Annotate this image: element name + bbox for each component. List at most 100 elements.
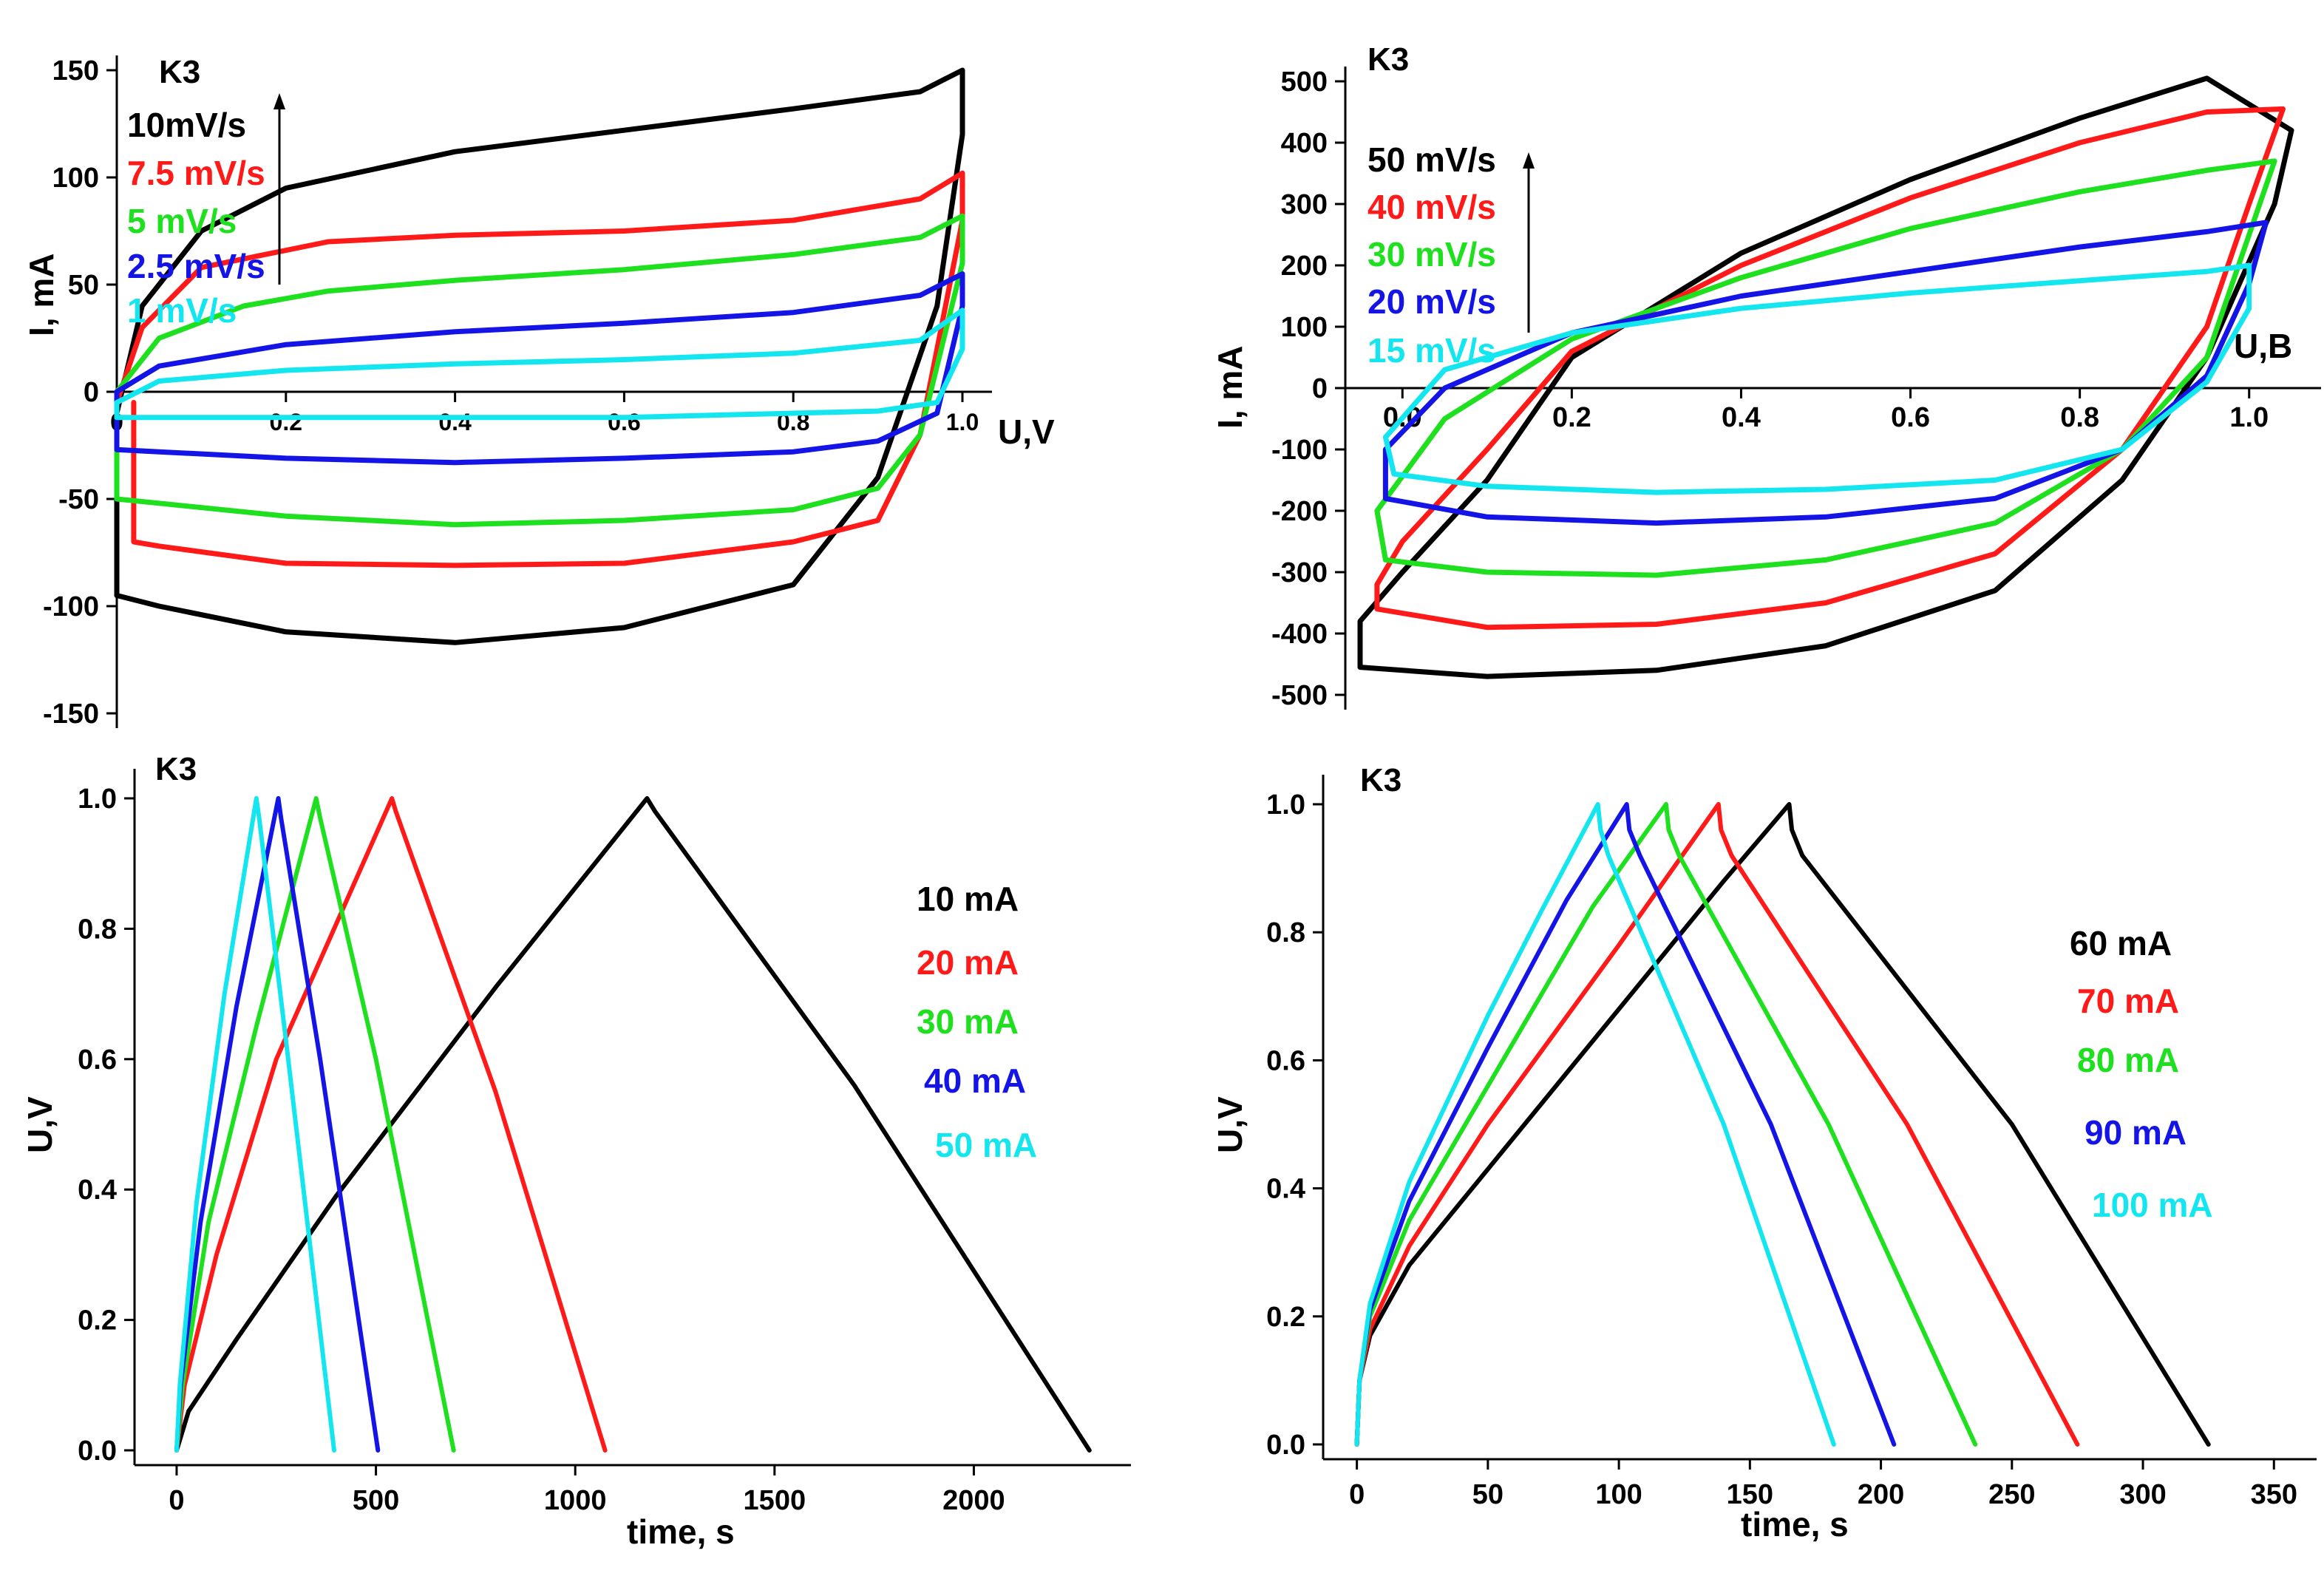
y-tick-label: 0.2 — [1266, 1302, 1305, 1333]
y-tick-label: 400 — [1281, 128, 1328, 159]
y-tick-label: -100 — [43, 591, 99, 622]
y-tick-label: 300 — [1281, 189, 1328, 220]
panel-cv-fast-scan: K3 U,B I, mA 500 400 300 200 100 0 -100 -200 -30… — [1211, 41, 2321, 711]
y-tick-label: -400 — [1271, 619, 1328, 650]
x-tick-label: 200 — [1858, 1479, 1904, 1510]
series-line — [1354, 802, 2211, 1447]
y-tick-label: 0.0 — [1266, 1430, 1305, 1461]
legend-item: 15 mV/s — [1367, 331, 1496, 370]
panel-gcd-low-current: K3 time, s U,V 0.0 0.2 0.4 0.6 0.8 1.0 0 500 100… — [21, 751, 1131, 1551]
x-tick-label: 250 — [1988, 1479, 2035, 1510]
x-tick-label: 0 — [169, 1485, 184, 1516]
axes: 0.0 0.2 0.4 0.6 0.8 1.0 0 500 1000 1500 2000 — [78, 769, 1131, 1516]
series-line — [1374, 106, 2286, 631]
legend: 60 mA 70 mA 80 mA 90 mA 100 mA — [2070, 924, 2213, 1224]
x-tick-label: 1000 — [544, 1485, 607, 1516]
y-tick-label: -200 — [1271, 496, 1328, 527]
x-tick-label: 150 — [1727, 1479, 1773, 1510]
x-tick-label: 0.4 — [438, 409, 472, 435]
y-tick-label: -150 — [43, 699, 99, 730]
legend-item: 50 mV/s — [1367, 140, 1496, 179]
y-tick-label: 0.4 — [78, 1175, 117, 1206]
panel-gcd-high-current: K3 time, s U,V 0.0 0.2 0.4 0.6 0.8 1.0 0 50 100 1… — [1211, 762, 2317, 1543]
legend-item: 40 mA — [924, 1062, 1026, 1100]
axes: 0.0 0.2 0.4 0.6 0.8 1.0 0 50 100 150 200 250 300 350 — [1266, 775, 2317, 1510]
panel-title: K3 — [1367, 41, 1409, 78]
x-tick-label: 0.8 — [2060, 402, 2099, 433]
legend-item: 40 mV/s — [1367, 188, 1496, 226]
legend-item: 50 mA — [935, 1126, 1037, 1164]
legend-item: 10mV/s — [127, 106, 246, 144]
x-tick-label: 0.6 — [1891, 402, 1930, 433]
y-tick-label: 200 — [1281, 251, 1328, 282]
legend-item: 10 mA — [917, 880, 1019, 918]
y-tick-label: 0 — [84, 377, 99, 408]
y-tick-label: 0.8 — [78, 914, 117, 945]
y-tick-label: -300 — [1271, 557, 1328, 588]
y-tick-label: 0.0 — [78, 1436, 117, 1467]
legend-item: 30 mV/s — [1367, 235, 1496, 274]
x-tick-label: 50 — [1472, 1479, 1504, 1510]
y-tick-label: 0.2 — [78, 1305, 117, 1336]
x-tick-label: 2000 — [942, 1485, 1005, 1516]
x-tick-label: 1.0 — [946, 409, 979, 435]
y-axis-label: U,V — [1211, 1096, 1249, 1153]
x-axis-label: U,V — [998, 412, 1055, 451]
y-tick-label: 0.6 — [78, 1045, 117, 1076]
x-axis-label: time, s — [627, 1512, 735, 1551]
y-tick-label: 500 — [1281, 67, 1328, 98]
legend-item: 60 mA — [2070, 924, 2172, 962]
y-axis-label: U,V — [21, 1096, 59, 1153]
x-tick-label: 0.2 — [1552, 402, 1591, 433]
y-axis-label: I, mA — [1211, 346, 1249, 429]
legend-item: 2.5 mV/s — [127, 247, 265, 285]
y-tick-label: 1.0 — [78, 784, 117, 815]
y-tick-label: 0.4 — [1266, 1174, 1305, 1205]
x-tick-label: 0.4 — [1722, 402, 1761, 433]
legend-item: 1 mV/s — [127, 291, 237, 330]
y-tick-label: 0.8 — [1266, 917, 1305, 948]
legend: 50 mV/s 40 mV/s 30 mV/s 20 mV/s 15 mV/s — [1367, 140, 1496, 370]
series-line — [114, 67, 965, 645]
x-axis-label: U,B — [2234, 327, 2292, 365]
x-tick-label: 0 — [1349, 1479, 1365, 1510]
y-tick-label: -100 — [1271, 435, 1328, 466]
x-tick-label: 500 — [353, 1485, 399, 1516]
series-line — [174, 796, 336, 1453]
series-line — [1374, 158, 2277, 578]
y-tick-label: 1.0 — [1266, 789, 1305, 821]
x-axis-label: time, s — [1741, 1505, 1849, 1543]
series-line — [1382, 262, 2252, 495]
x-tick-label: 1.0 — [2229, 402, 2269, 433]
x-tick-label: 300 — [2119, 1479, 2166, 1510]
y-tick-label: 100 — [52, 163, 99, 194]
series-line — [1357, 75, 2294, 679]
legend-item: 7.5 mV/s — [127, 154, 265, 192]
panel-title: K3 — [155, 751, 197, 787]
y-tick-label: -50 — [58, 484, 99, 515]
series-line — [1354, 802, 1836, 1447]
legend: 10 mA 20 mA 30 mA 40 mA 50 mA — [917, 880, 1037, 1164]
legend-item: 90 mA — [2085, 1113, 2187, 1152]
x-tick-label: 1500 — [744, 1485, 806, 1516]
x-tick-label: 100 — [1595, 1479, 1642, 1510]
legend: 10mV/s 7.5 mV/s 5 mV/s 2.5 mV/s 1 mV/s — [127, 106, 265, 330]
legend-item: 20 mA — [917, 943, 1019, 982]
legend-item: 100 mA — [2092, 1186, 2213, 1224]
x-tick-label: 350 — [2251, 1479, 2297, 1510]
series-line — [114, 308, 965, 421]
y-tick-label: 150 — [52, 55, 99, 86]
y-tick-label: 0.6 — [1266, 1045, 1305, 1076]
series-line — [174, 796, 608, 1453]
series-line — [114, 170, 965, 568]
legend-item: 5 mV/s — [127, 202, 237, 240]
y-tick-label: 100 — [1281, 312, 1328, 343]
legend-item: 30 mA — [917, 1002, 1019, 1041]
x-tick-label: 0.6 — [608, 409, 640, 435]
x-tick-label: 0.2 — [270, 409, 302, 435]
series-line — [114, 271, 965, 466]
